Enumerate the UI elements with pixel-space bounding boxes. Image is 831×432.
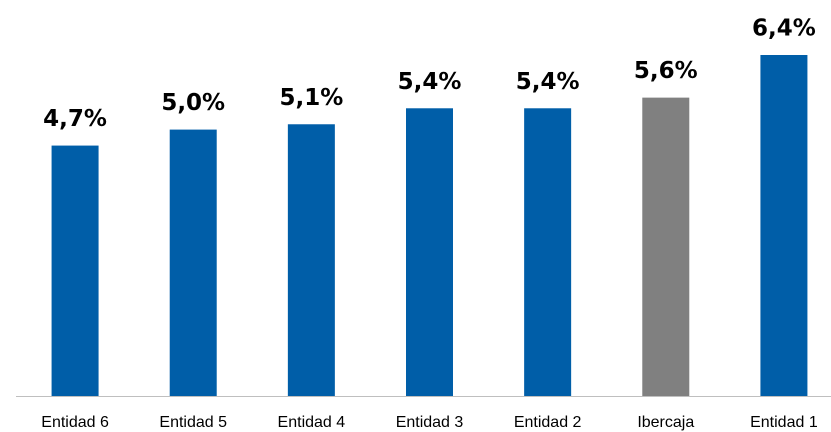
x-tick-label: Ibercaja: [637, 414, 694, 431]
bar: [287, 124, 335, 396]
bar: [51, 145, 99, 396]
value-label: 5,6%: [634, 58, 698, 84]
x-tick-label: Entidad 2: [514, 414, 582, 431]
x-tick-label: Entidad 1: [750, 414, 818, 431]
bar: [642, 97, 690, 396]
bar: [524, 108, 572, 396]
value-label: 5,1%: [279, 85, 343, 111]
x-tick-label: Entidad 3: [396, 414, 464, 431]
value-label: 5,4%: [516, 69, 580, 95]
value-label: 4,7%: [43, 106, 107, 132]
x-tick-label: Entidad 4: [278, 414, 346, 431]
value-label: 6,4%: [752, 16, 816, 42]
x-tick-label: Entidad 5: [159, 414, 227, 431]
bar: [760, 55, 808, 396]
value-label: 5,0%: [161, 90, 225, 116]
bar: [169, 129, 217, 396]
value-label: 5,4%: [398, 69, 462, 95]
bar: [406, 108, 453, 396]
x-tick-label: Entidad 6: [41, 414, 109, 431]
